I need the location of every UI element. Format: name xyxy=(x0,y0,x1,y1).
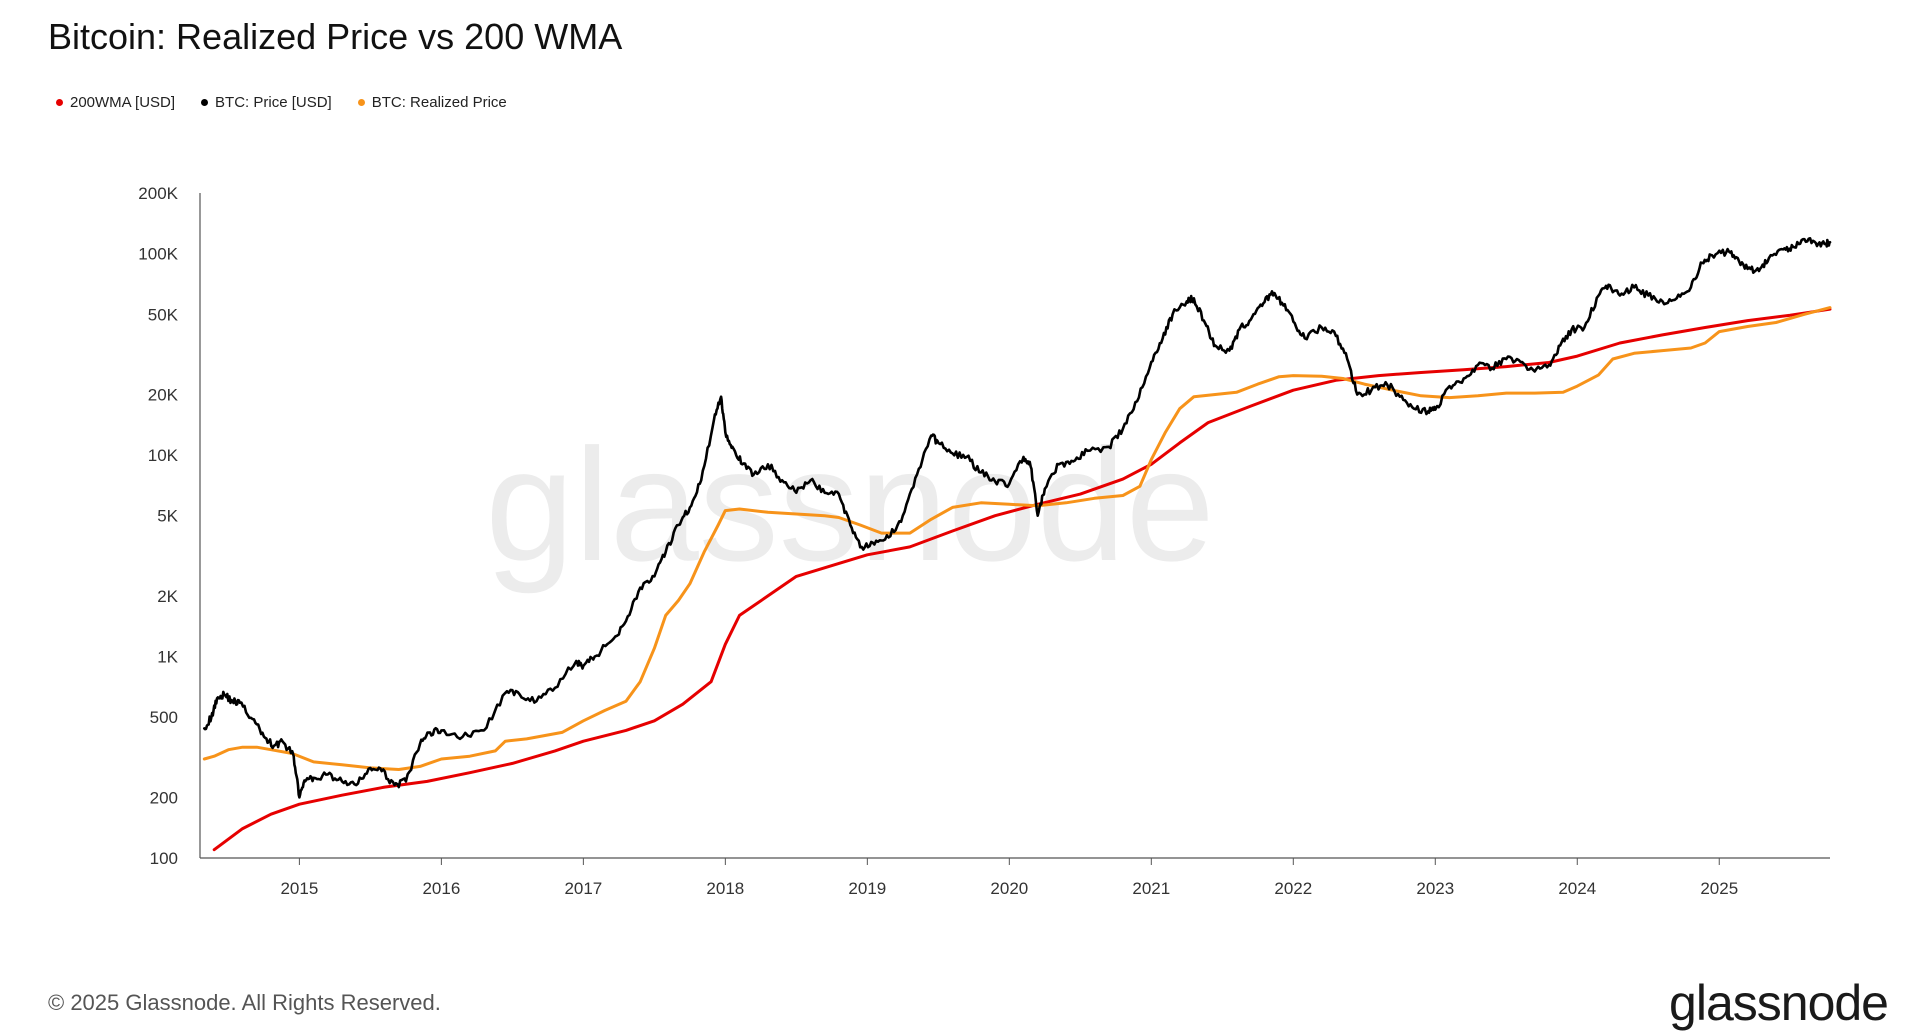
legend-label-200wma: 200WMA [USD] xyxy=(70,94,176,111)
legend-item-btc-price[interactable]: BTC: Price [USD] xyxy=(201,94,332,111)
x-tick-label: 2016 xyxy=(422,879,460,898)
y-tick-label: 1K xyxy=(157,648,178,667)
x-tick-label: 2022 xyxy=(1274,879,1312,898)
x-tick-label: 2021 xyxy=(1132,879,1170,898)
x-tick-label: 2025 xyxy=(1700,879,1738,898)
y-tick-label: 5K xyxy=(157,507,178,526)
y-tick-label: 200 xyxy=(150,788,178,807)
legend-dot-btc-price xyxy=(201,99,209,106)
series-line-200wma-usd[interactable] xyxy=(212,307,1832,852)
series-layer xyxy=(202,237,1832,852)
legend-item-realized-price[interactable]: BTC: Realized Price xyxy=(357,94,507,111)
x-tick-label: 2023 xyxy=(1416,879,1454,898)
y-tick-label: 2K xyxy=(157,587,178,606)
chart-title: Bitcoin: Realized Price vs 200 WMA xyxy=(48,16,623,57)
legend-label-btc-price: BTC: Price [USD] xyxy=(215,94,332,111)
chart-plot: glassnode 100 200 500 1K 2K 5K 10K 20K 50K 100K 20… xyxy=(138,184,1832,898)
y-tick-label: 50K xyxy=(148,305,179,324)
y-tick-label: 200K xyxy=(138,184,178,203)
series-line-btc-price-usd[interactable] xyxy=(203,237,1832,799)
x-tick-label: 2017 xyxy=(564,879,602,898)
legend-dot-200wma xyxy=(56,99,63,106)
y-tick-label: 500 xyxy=(150,708,178,727)
x-tick-label: 2019 xyxy=(848,879,886,898)
x-tick-label: 2020 xyxy=(990,879,1028,898)
watermark-text: glassnode xyxy=(485,415,1214,594)
legend-label-realized-price: BTC: Realized Price xyxy=(371,94,507,111)
x-tick-label: 2024 xyxy=(1558,879,1596,898)
legend-item-200wma[interactable]: 200WMA [USD] xyxy=(56,94,175,111)
y-tick-label: 10K xyxy=(148,446,179,465)
y-tick-label: 20K xyxy=(148,385,179,404)
glassnode-logo: glassnode xyxy=(1669,975,1889,1031)
x-tick-label: 2018 xyxy=(706,879,744,898)
chart-axes: 100 200 500 1K 2K 5K 10K 20K 50K 100K 200K 2015 2016… xyxy=(138,184,1830,898)
y-tick-label: 100K xyxy=(138,245,178,264)
series-line-btc-realized-price[interactable] xyxy=(202,306,1832,771)
chart-legend: 200WMA [USD] BTC: Price [USD] BTC: Reali… xyxy=(56,94,507,111)
x-tick-label: 2015 xyxy=(280,879,318,898)
y-tick-label: 100 xyxy=(150,849,178,868)
copyright-footer: © 2025 Glassnode. All Rights Reserved. xyxy=(48,990,441,1015)
legend-dot-realized-price xyxy=(357,99,365,106)
